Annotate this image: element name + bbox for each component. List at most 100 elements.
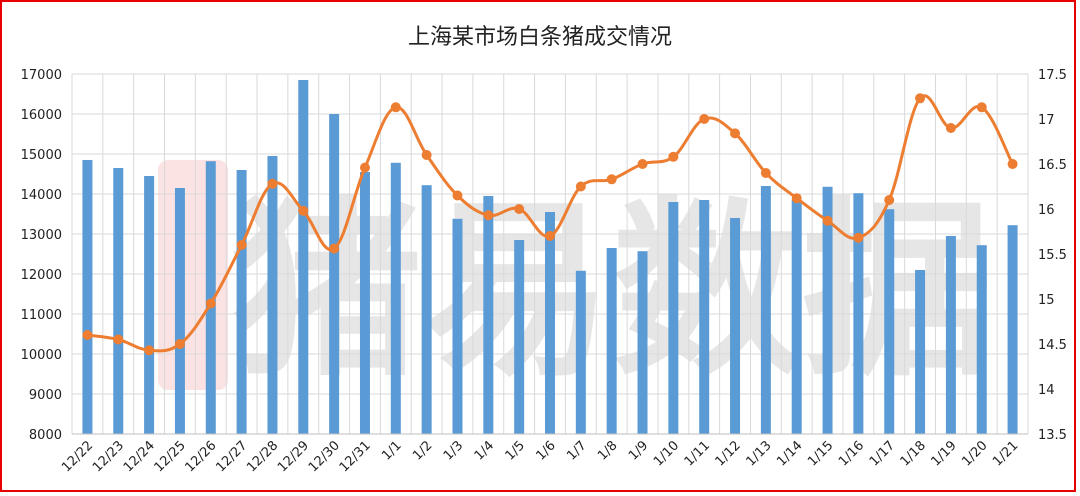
- y-right-tick-label: 16.5: [1038, 158, 1067, 173]
- line-point: [267, 178, 278, 189]
- x-tick-label: 1/5: [503, 438, 528, 463]
- bar: [976, 245, 987, 434]
- x-tick-label: 1/18: [898, 438, 929, 469]
- line-point: [82, 330, 93, 340]
- line-point: [483, 210, 494, 221]
- line-point: [575, 181, 586, 192]
- line-point: [822, 215, 833, 226]
- bar: [390, 162, 401, 435]
- x-tick-label: 12/26: [183, 438, 220, 475]
- bar: [791, 200, 802, 434]
- line-point: [421, 150, 432, 160]
- y-left-tick-label: 15000: [21, 148, 62, 163]
- x-tick-label: 1/4: [472, 438, 497, 463]
- bar: [945, 236, 956, 434]
- bar: [514, 240, 525, 434]
- chart-title: 上海某市场白条猪成交情况: [408, 25, 672, 50]
- bar: [1007, 225, 1018, 434]
- x-tick-label: 12/23: [90, 438, 127, 475]
- y-right-tick-label: 14.5: [1038, 338, 1067, 353]
- line-point: [144, 345, 155, 356]
- line-point: [1007, 159, 1018, 169]
- line-point: [329, 243, 340, 254]
- y-left-tick-label: 12000: [21, 268, 62, 283]
- line-point: [791, 193, 802, 204]
- x-tick-label: 1/19: [928, 438, 959, 469]
- bar: [421, 185, 432, 434]
- line-point: [915, 93, 926, 104]
- x-tick-label: 1/9: [626, 438, 651, 463]
- bar: [606, 248, 617, 434]
- line-point: [113, 334, 124, 345]
- x-tick-label: 1/20: [959, 438, 990, 469]
- x-tick-label: 12/31: [337, 438, 374, 475]
- x-tick-label: 1/12: [713, 438, 744, 469]
- y-right-tick-label: 13.5: [1038, 428, 1067, 443]
- bar: [452, 218, 463, 434]
- line-point: [359, 162, 370, 173]
- line-point: [945, 123, 956, 133]
- bar: [915, 270, 926, 434]
- y-left-tick-label: 17000: [21, 68, 62, 83]
- x-tick-label: 1/16: [836, 438, 867, 469]
- x-tick-label: 1/14: [774, 438, 805, 469]
- line-point: [545, 231, 555, 241]
- y-right-tick-label: 17.5: [1038, 68, 1067, 83]
- line-point: [853, 232, 864, 243]
- bar: [174, 188, 185, 434]
- bar: [884, 209, 895, 434]
- bar: [359, 172, 370, 434]
- line-point: [236, 240, 247, 250]
- grid-lines: [71, 73, 1029, 435]
- bar: [545, 212, 555, 434]
- bar-series: [82, 80, 1018, 435]
- x-tick-label: 12/29: [275, 438, 312, 475]
- x-tick-label: 12/27: [213, 438, 250, 475]
- bar: [329, 114, 340, 434]
- line-point: [637, 159, 648, 169]
- y-left-tick-label: 8000: [29, 428, 62, 443]
- line-point: [174, 339, 185, 349]
- x-tick-label: 12/24: [121, 438, 158, 475]
- bar: [267, 156, 278, 434]
- bar: [144, 176, 155, 434]
- x-tick-label: 1/21: [990, 438, 1021, 469]
- x-tick-label: 1/1: [379, 438, 404, 463]
- line-point: [884, 195, 895, 205]
- y-right-tick-label: 15: [1038, 293, 1055, 308]
- bar: [853, 193, 864, 434]
- x-tick-label: 12/22: [59, 438, 96, 475]
- bar: [637, 251, 648, 434]
- line-point: [298, 205, 309, 216]
- x-tick-label: 1/15: [805, 438, 836, 469]
- bar: [730, 218, 741, 434]
- line-point: [730, 128, 741, 139]
- bar: [236, 170, 247, 434]
- bar: [668, 202, 679, 434]
- y-right-tick-label: 14: [1038, 383, 1055, 398]
- y-left-tick-label: 16000: [21, 108, 62, 123]
- x-tick-label: 12/25: [152, 438, 189, 475]
- x-tick-label: 1/7: [564, 438, 589, 463]
- line-point: [452, 190, 463, 201]
- line-point: [390, 102, 401, 113]
- bar: [298, 80, 309, 434]
- bar: [113, 168, 124, 434]
- x-tick-label: 1/8: [595, 438, 620, 463]
- y-right-tick-label: 16: [1038, 203, 1055, 218]
- line-point: [514, 204, 525, 214]
- bar: [699, 200, 710, 434]
- x-tick-label: 1/6: [533, 438, 558, 463]
- line-point: [205, 298, 216, 309]
- bar: [575, 270, 586, 434]
- x-tick-label: 1/13: [743, 438, 774, 469]
- line-point: [699, 114, 710, 124]
- y-left-tick-label: 13000: [21, 228, 62, 243]
- y-left-tick-label: 14000: [21, 188, 62, 203]
- x-tick-label: 1/3: [441, 438, 466, 463]
- y-left-tick-label: 10000: [21, 348, 62, 363]
- line-series: [82, 93, 1018, 356]
- y-right-tick-label: 17: [1038, 113, 1055, 128]
- bar: [760, 186, 771, 434]
